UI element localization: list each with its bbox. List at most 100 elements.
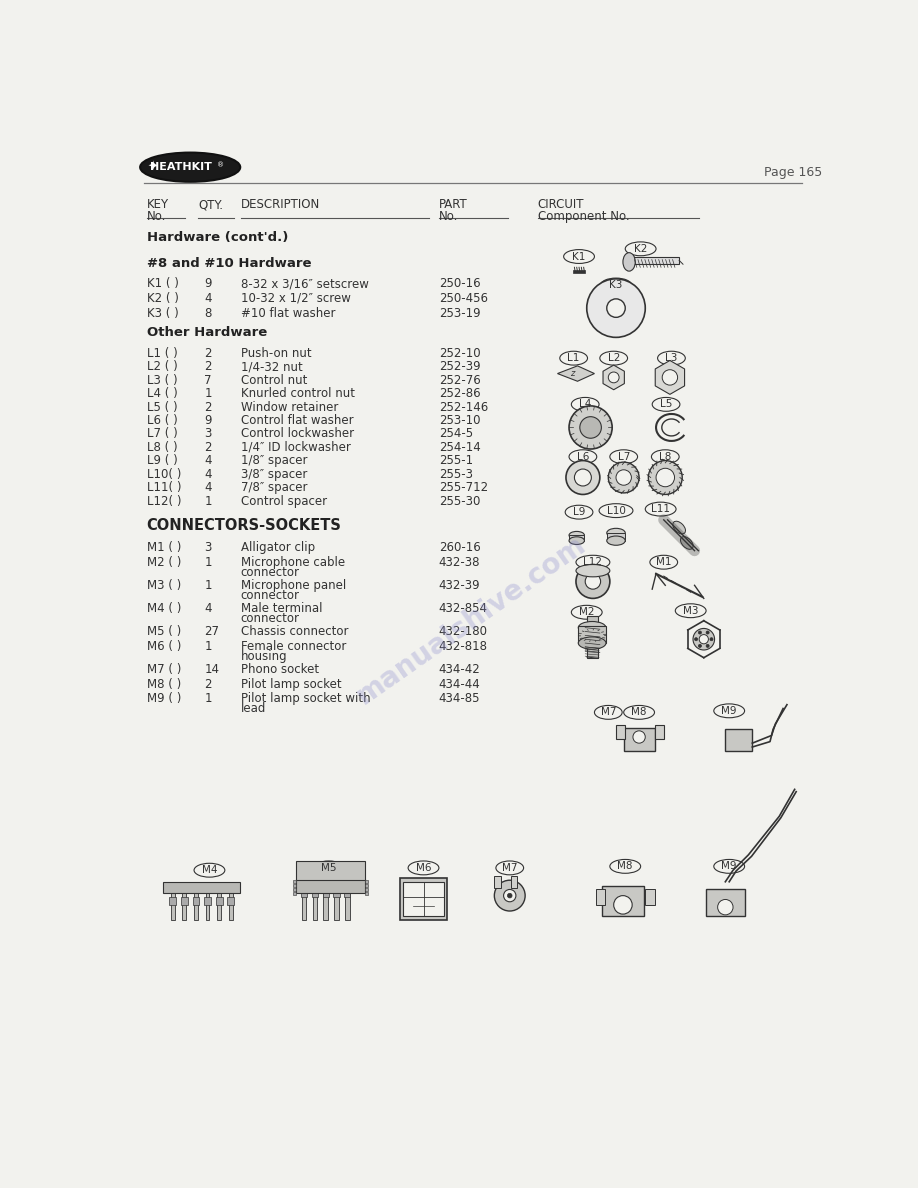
Ellipse shape <box>565 505 593 519</box>
Text: 9: 9 <box>205 413 212 426</box>
Ellipse shape <box>657 352 686 365</box>
Text: 14: 14 <box>205 663 219 676</box>
Ellipse shape <box>564 249 595 264</box>
Text: Microphone cable: Microphone cable <box>241 556 345 569</box>
Text: Component No.: Component No. <box>538 209 629 222</box>
Circle shape <box>508 893 512 898</box>
Text: ®: ® <box>217 163 224 169</box>
Bar <box>645 890 655 905</box>
Text: 27: 27 <box>205 625 219 638</box>
Bar <box>706 890 744 916</box>
Bar <box>365 887 368 891</box>
Ellipse shape <box>578 637 606 649</box>
Bar <box>365 884 368 887</box>
Text: QTY.: QTY. <box>198 198 223 211</box>
Circle shape <box>695 638 698 640</box>
Ellipse shape <box>623 706 655 719</box>
Bar <box>183 890 186 921</box>
Circle shape <box>575 469 591 486</box>
Text: M2: M2 <box>579 607 595 618</box>
Circle shape <box>614 896 633 914</box>
Ellipse shape <box>714 703 744 718</box>
Text: DESCRIPTION: DESCRIPTION <box>241 198 320 211</box>
Text: Pilot lamp socket with: Pilot lamp socket with <box>241 693 370 706</box>
Text: housing: housing <box>241 650 287 663</box>
Ellipse shape <box>409 861 439 874</box>
Bar <box>194 890 198 921</box>
Text: 4: 4 <box>205 292 212 305</box>
Text: L6: L6 <box>577 451 589 462</box>
Ellipse shape <box>600 278 632 292</box>
Bar <box>569 536 585 541</box>
Circle shape <box>633 731 645 744</box>
Text: 10-32 x 1/2″ screw: 10-32 x 1/2″ screw <box>241 292 351 305</box>
Bar <box>616 726 625 739</box>
Bar <box>495 876 500 887</box>
Bar <box>293 880 296 884</box>
Ellipse shape <box>714 859 744 873</box>
Ellipse shape <box>599 504 633 518</box>
Text: M9: M9 <box>722 861 737 871</box>
Circle shape <box>504 890 516 902</box>
Text: 1/4-32 nut: 1/4-32 nut <box>241 360 303 373</box>
Text: CONNECTORS-SOCKETS: CONNECTORS-SOCKETS <box>147 518 341 533</box>
Circle shape <box>718 899 733 915</box>
Text: 254-5: 254-5 <box>439 428 473 441</box>
Text: Push-on nut: Push-on nut <box>241 347 311 360</box>
Text: HEATHKIT: HEATHKIT <box>150 163 212 172</box>
Text: M8: M8 <box>618 861 633 871</box>
Text: L7 ( ): L7 ( ) <box>147 428 177 441</box>
Text: L5: L5 <box>660 399 672 410</box>
Ellipse shape <box>571 606 602 619</box>
Text: M4: M4 <box>202 865 218 876</box>
Text: CIRCUIT: CIRCUIT <box>538 198 584 211</box>
Polygon shape <box>557 366 595 381</box>
Text: connector: connector <box>241 612 300 625</box>
Text: K1 ( ): K1 ( ) <box>147 277 179 290</box>
Circle shape <box>616 469 632 485</box>
Text: M9 ( ): M9 ( ) <box>147 693 181 706</box>
Text: 1: 1 <box>205 580 212 592</box>
Ellipse shape <box>194 864 225 877</box>
Text: K3 ( ): K3 ( ) <box>147 307 178 320</box>
Text: z: z <box>570 369 575 378</box>
Text: L2: L2 <box>608 353 620 364</box>
Circle shape <box>706 631 710 634</box>
Ellipse shape <box>496 861 523 874</box>
Text: 255-712: 255-712 <box>439 481 487 494</box>
Ellipse shape <box>560 352 588 365</box>
Text: 1: 1 <box>205 693 212 706</box>
Text: 1: 1 <box>205 640 212 653</box>
Text: 3: 3 <box>205 428 212 441</box>
Text: L12( ): L12( ) <box>147 495 181 507</box>
Text: 8-32 x 3/16″ setscrew: 8-32 x 3/16″ setscrew <box>241 277 369 290</box>
Text: 432-38: 432-38 <box>439 556 480 569</box>
Text: 252-86: 252-86 <box>439 387 480 400</box>
Ellipse shape <box>623 253 635 271</box>
Bar <box>293 887 296 891</box>
Circle shape <box>607 299 625 317</box>
Text: ✦: ✦ <box>148 160 159 173</box>
Text: Control lockwasher: Control lockwasher <box>241 428 353 441</box>
Bar <box>216 897 222 905</box>
Text: 260-16: 260-16 <box>439 542 480 555</box>
Text: Control spacer: Control spacer <box>241 495 327 507</box>
Text: 252-146: 252-146 <box>439 400 487 413</box>
Text: 7/8″ spacer: 7/8″ spacer <box>241 481 308 494</box>
Text: Hardware (cont'd.): Hardware (cont'd.) <box>147 232 288 244</box>
Text: 432-854: 432-854 <box>439 602 487 615</box>
Text: M5 ( ): M5 ( ) <box>147 625 181 638</box>
Text: Control nut: Control nut <box>241 373 308 386</box>
Bar <box>365 892 368 895</box>
Ellipse shape <box>680 537 693 549</box>
Bar <box>365 880 368 884</box>
Text: Other Hardware: Other Hardware <box>147 326 267 339</box>
Bar <box>312 891 318 897</box>
Text: M7: M7 <box>502 862 518 873</box>
Text: K3: K3 <box>610 280 622 290</box>
Text: 432-180: 432-180 <box>439 625 487 638</box>
Bar <box>193 897 199 905</box>
Text: 250-456: 250-456 <box>439 292 487 305</box>
Text: L4 ( ): L4 ( ) <box>147 387 177 400</box>
Ellipse shape <box>140 152 241 182</box>
